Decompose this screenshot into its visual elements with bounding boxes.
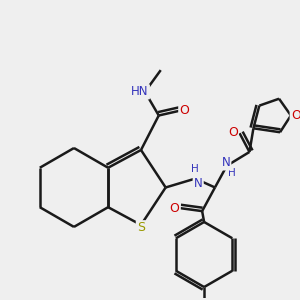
Text: N: N bbox=[194, 177, 203, 190]
Text: O: O bbox=[169, 202, 179, 215]
Text: O: O bbox=[228, 126, 238, 139]
Text: O: O bbox=[291, 109, 300, 122]
Text: S: S bbox=[137, 221, 145, 234]
Text: N: N bbox=[221, 156, 230, 169]
Text: HN: HN bbox=[131, 85, 149, 98]
Text: O: O bbox=[179, 104, 189, 117]
Text: H: H bbox=[228, 168, 236, 178]
Text: H: H bbox=[191, 164, 199, 174]
